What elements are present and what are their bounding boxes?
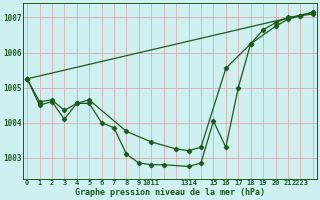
X-axis label: Graphe pression niveau de la mer (hPa): Graphe pression niveau de la mer (hPa) [75, 188, 265, 197]
